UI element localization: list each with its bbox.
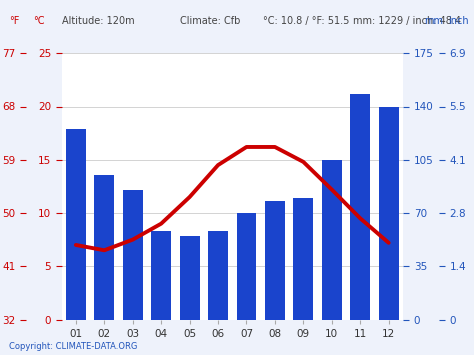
Text: mm: mm bbox=[424, 16, 443, 26]
Bar bbox=[151, 231, 171, 320]
Text: inch: inch bbox=[448, 16, 469, 26]
Bar bbox=[94, 175, 114, 320]
Bar bbox=[208, 231, 228, 320]
Bar bbox=[350, 94, 370, 320]
Text: °C: °C bbox=[33, 16, 45, 26]
Bar bbox=[322, 160, 342, 320]
Text: °F: °F bbox=[9, 16, 20, 26]
Text: Altitude: 120m: Altitude: 120m bbox=[62, 16, 134, 26]
Text: °C: 10.8 / °F: 51.5: °C: 10.8 / °F: 51.5 bbox=[263, 16, 349, 26]
Bar bbox=[180, 236, 200, 320]
Text: Climate: Cfb: Climate: Cfb bbox=[180, 16, 240, 26]
Bar bbox=[379, 106, 399, 320]
Bar bbox=[265, 201, 285, 320]
Bar bbox=[66, 129, 86, 320]
Bar bbox=[293, 198, 313, 320]
Text: mm: 1229 / inch: 48.4: mm: 1229 / inch: 48.4 bbox=[353, 16, 461, 26]
Bar bbox=[237, 213, 256, 320]
Text: Copyright: CLIMATE-DATA.ORG: Copyright: CLIMATE-DATA.ORG bbox=[9, 343, 138, 351]
Bar bbox=[123, 190, 143, 320]
